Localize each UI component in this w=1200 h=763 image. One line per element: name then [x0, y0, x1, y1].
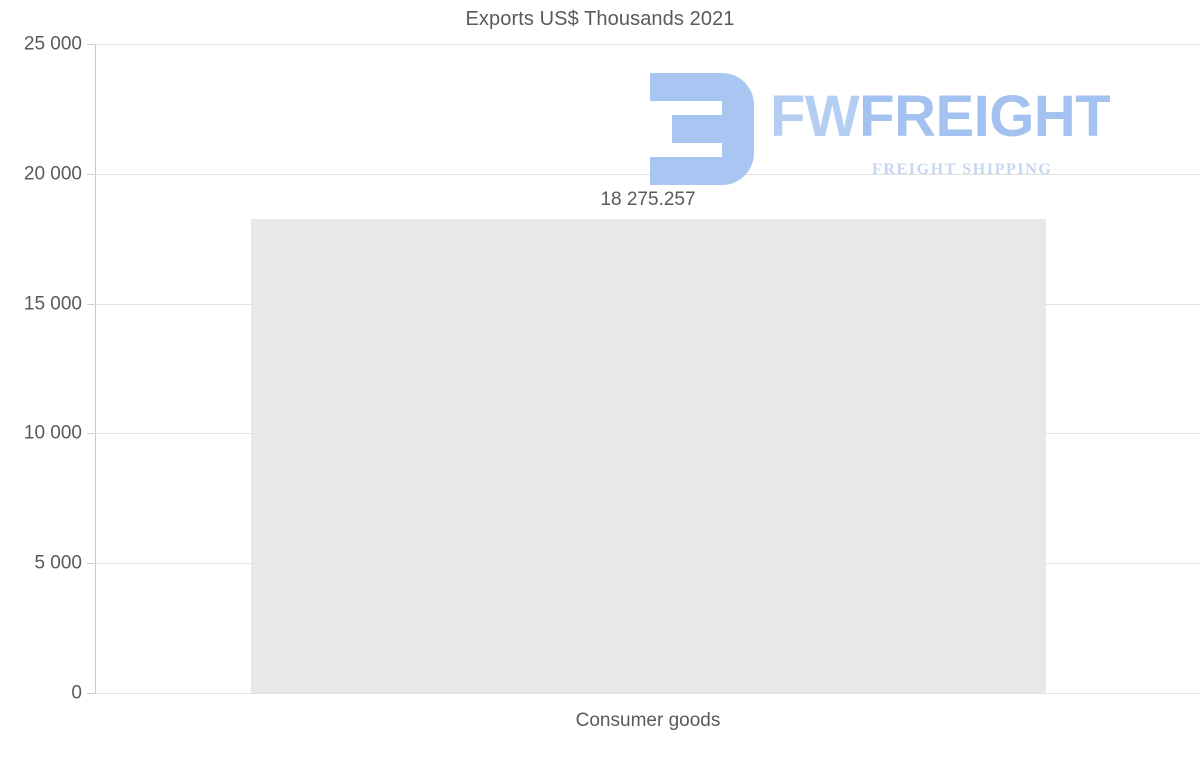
y-axis-tick — [87, 563, 95, 564]
x-axis-category-label: Consumer goods — [575, 710, 721, 731]
y-axis-tick-label: 5 000 — [34, 552, 82, 574]
bar-value-label: 18 275.257 — [600, 189, 696, 210]
watermark-tagline: FREIGHT SHIPPING — [872, 161, 1053, 178]
watermark-wordmark: FWFREIGHT — [770, 88, 1111, 146]
gridline — [95, 44, 1200, 45]
y-axis-tick — [87, 174, 95, 175]
bar[interactable] — [251, 219, 1046, 693]
reversed-e-logo-icon — [650, 73, 754, 185]
y-axis-tick — [87, 304, 95, 305]
y-axis-tick-label: 25 000 — [23, 33, 82, 55]
y-axis-tick-label: 15 000 — [23, 293, 82, 315]
y-axis-line — [95, 44, 96, 694]
watermark-logo: FWFREIGHT FREIGHT SHIPPING — [650, 66, 1150, 186]
y-axis-tick-label: 0 — [71, 682, 82, 704]
y-axis-tick — [87, 44, 95, 45]
gridline — [95, 693, 1200, 694]
y-axis-tick — [87, 693, 95, 694]
y-axis-tick-label: 10 000 — [23, 422, 82, 444]
y-axis-tick — [87, 433, 95, 434]
chart-title: Exports US$ Thousands 2021 — [465, 8, 735, 30]
y-axis-tick-label: 20 000 — [23, 163, 82, 185]
watermark-word-freight: FREIGHT — [859, 84, 1111, 149]
watermark-word-fw: FW — [770, 84, 860, 149]
gridline — [95, 174, 1200, 175]
